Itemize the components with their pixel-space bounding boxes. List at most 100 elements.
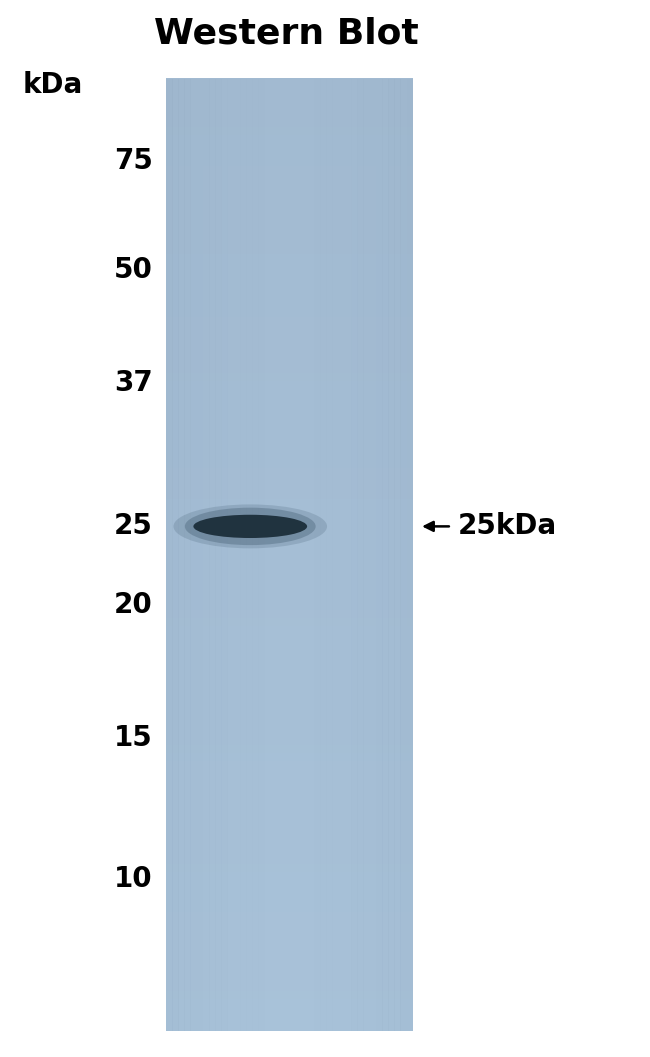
Bar [166,1014,413,1023]
Bar [252,79,259,1031]
Bar [166,649,413,657]
Bar [166,538,413,548]
Bar [166,403,413,412]
Bar [234,79,240,1031]
Bar [166,863,413,872]
Text: Western Blot: Western Blot [153,17,419,51]
Bar [166,244,413,254]
Bar [215,79,222,1031]
Bar [166,355,413,365]
Bar [166,515,413,523]
Bar [308,79,315,1031]
Bar [166,522,413,531]
Bar [166,435,413,444]
Bar [166,792,413,801]
Bar [407,79,413,1031]
Bar [227,79,234,1031]
Bar [166,593,413,602]
Bar [221,79,228,1031]
Bar [166,586,413,594]
Bar [369,79,376,1031]
Bar [166,182,413,190]
Bar [166,292,413,301]
Text: 50: 50 [114,256,153,283]
Bar [166,871,413,879]
Bar [166,530,413,539]
Bar [166,459,413,467]
Bar [166,87,413,95]
Bar [166,665,413,674]
Bar [166,887,413,896]
Bar [166,126,413,134]
Bar [166,784,413,793]
Bar [209,79,216,1031]
Bar [166,427,413,435]
Bar [166,300,413,309]
Bar [265,79,272,1031]
Bar [166,134,413,143]
Text: 25kDa: 25kDa [458,513,558,540]
Bar [166,975,413,983]
Bar [166,395,413,404]
Bar [190,79,198,1031]
Bar [166,150,413,159]
Bar [166,689,413,698]
Bar [314,79,320,1031]
Bar [166,760,413,769]
Bar [289,79,296,1031]
Bar [344,79,352,1031]
Bar [326,79,333,1031]
Bar [166,323,413,333]
Bar [166,506,413,515]
Bar [185,79,191,1031]
Bar [166,316,413,324]
Bar [166,641,413,650]
Bar [166,443,413,451]
Bar [166,656,413,666]
Bar [166,998,413,1006]
Bar [166,387,413,396]
Bar [166,78,413,87]
Bar [166,276,413,285]
Bar [166,570,413,578]
Bar [246,79,253,1031]
Bar [166,483,413,492]
Bar [295,79,302,1031]
Bar [166,371,413,381]
Bar [240,79,247,1031]
Bar [166,284,413,293]
Bar [166,577,413,587]
Bar [166,189,413,198]
Bar [166,268,413,277]
Bar [166,221,413,229]
Bar [166,545,413,555]
Text: 20: 20 [114,591,153,618]
Bar [320,79,327,1031]
Bar [166,197,413,206]
Bar [178,79,185,1031]
Bar [333,79,339,1031]
Bar [166,697,413,706]
Bar [166,808,413,816]
Bar [166,903,413,911]
Bar [166,411,413,420]
Bar [166,855,413,865]
Bar [166,950,413,960]
Bar [302,79,308,1031]
Ellipse shape [174,504,327,549]
Bar [166,982,413,991]
Bar [166,609,413,618]
Bar [166,450,413,460]
Bar [166,816,413,824]
Bar [166,237,413,245]
Bar [166,633,413,642]
Bar [166,364,413,372]
Bar [339,79,346,1031]
Bar [166,103,413,111]
Ellipse shape [185,507,316,545]
Bar [166,919,413,928]
Bar [166,1021,413,1031]
Bar [166,958,413,967]
Bar [166,943,413,951]
Bar [166,419,413,428]
